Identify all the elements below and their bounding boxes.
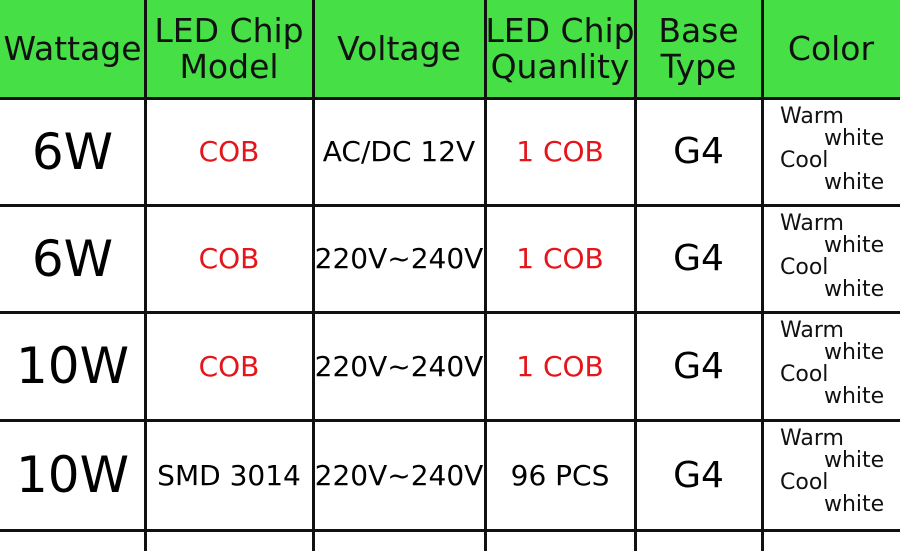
color-text: Cool — [780, 470, 829, 495]
header-text: LED Chip — [154, 11, 304, 50]
table-cell: 1 COB — [485, 312, 635, 420]
cell-text: 6W — [31, 122, 114, 181]
table-cell: 1 COB — [485, 205, 635, 312]
table-cell: 220V~240V — [313, 420, 485, 530]
color-text: Cool — [780, 362, 829, 387]
table-cell: SMD 3014 — [145, 420, 313, 530]
color-cell: Warm white Cool white — [762, 205, 900, 312]
color-text: Cool — [780, 255, 829, 280]
color-text: Cool — [780, 148, 829, 173]
cell-text: G4 — [673, 345, 724, 387]
header-text: Model — [179, 47, 279, 86]
color-text: white — [824, 170, 885, 195]
header-cell: Base Type — [635, 0, 762, 98]
header-text: Type — [660, 47, 737, 86]
table-cell: 6W — [0, 98, 145, 205]
cell-text: 10W — [15, 446, 130, 504]
header-cell: Color — [762, 0, 900, 98]
table-cell: 10W — [0, 420, 145, 530]
color-text: Warm — [780, 318, 844, 343]
column-line — [484, 0, 487, 551]
color-text: white — [824, 277, 885, 302]
table-cell: 1 COB — [485, 98, 635, 205]
table-cell: 96 PCS — [485, 420, 635, 530]
cell-text: 6W — [31, 229, 114, 288]
header-background — [0, 0, 900, 98]
header-cell: LED Chip Model — [145, 0, 313, 98]
table-cell: 220V~240V — [313, 205, 485, 312]
cell-text: 1 COB — [516, 135, 604, 168]
row-line — [0, 97, 900, 100]
header-cell: LED Chip Quanlity — [485, 0, 635, 98]
table-cell: G4 — [635, 205, 762, 312]
cell-text: G4 — [673, 454, 724, 496]
table-cell: AC/DC 12V — [313, 98, 485, 205]
table-cell: COB — [145, 312, 313, 420]
cell-text: G4 — [673, 131, 724, 172]
table-cell: G4 — [635, 312, 762, 420]
table-cell: COB — [145, 98, 313, 205]
cell-text: AC/DC 12V — [322, 135, 476, 168]
row-line — [0, 204, 900, 207]
column-line — [144, 0, 147, 551]
color-text: Warm — [780, 426, 844, 451]
row-line — [0, 529, 900, 532]
color-text: Warm — [780, 104, 844, 129]
color-text: white — [824, 448, 885, 473]
table-cell: G4 — [635, 98, 762, 205]
header-text: Base — [658, 11, 739, 50]
table-cell: 10W — [0, 312, 145, 420]
column-line — [761, 0, 764, 551]
cell-text: 220V~240V — [314, 242, 484, 275]
color-text: white — [824, 233, 885, 258]
cell-text: COB — [198, 135, 260, 168]
table-cell: 220V~240V — [313, 312, 485, 420]
cell-text: 220V~240V — [314, 349, 484, 383]
cell-text: 1 COB — [516, 349, 604, 383]
cell-text: 220V~240V — [314, 458, 484, 492]
color-text: white — [824, 126, 885, 151]
header-cell: Wattage — [0, 0, 145, 98]
table-cell: COB — [145, 205, 313, 312]
header-text: Quanlity — [490, 47, 630, 86]
color-text: white — [824, 340, 885, 365]
header-text: Color — [787, 29, 875, 68]
cell-text: G4 — [673, 238, 724, 279]
color-text: Warm — [780, 211, 844, 236]
color-text: white — [824, 492, 885, 517]
color-cell: Warm white Cool white — [762, 420, 900, 530]
column-line — [312, 0, 315, 551]
header-text: Voltage — [337, 29, 461, 68]
cell-text: SMD 3014 — [157, 458, 301, 492]
table-cell: 6W — [0, 205, 145, 312]
table-cell: G4 — [635, 420, 762, 530]
header-text: Wattage — [3, 29, 142, 68]
row-line — [0, 311, 900, 314]
color-cell: Warm white Cool white — [762, 312, 900, 420]
cell-text: 96 PCS — [510, 458, 610, 492]
cell-text: 10W — [15, 337, 130, 395]
cell-text: COB — [198, 242, 260, 275]
color-text: white — [824, 384, 885, 409]
cell-text: 1 COB — [516, 242, 604, 275]
cell-text: COB — [198, 349, 260, 383]
row-line — [0, 419, 900, 422]
color-cell: Warm white Cool white — [762, 98, 900, 205]
header-text: LED Chip — [485, 11, 635, 50]
header-cell: Voltage — [313, 0, 485, 98]
column-line — [634, 0, 637, 551]
